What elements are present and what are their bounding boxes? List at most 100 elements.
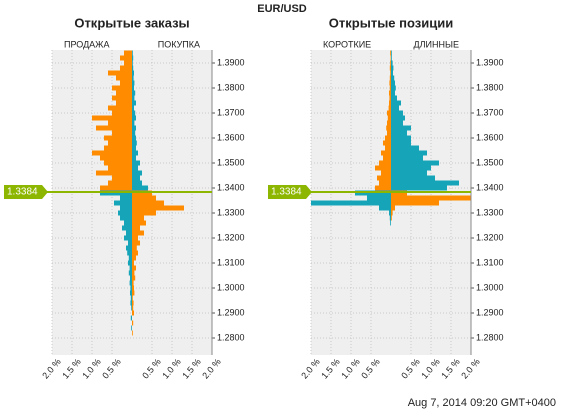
bar <box>391 205 395 211</box>
bar <box>128 255 132 261</box>
x-tick-label: 1.0 % <box>80 357 102 381</box>
y-tick-label: 1.3200 <box>476 232 504 242</box>
bar <box>377 175 391 181</box>
bar <box>391 50 392 56</box>
x-tick-label: 0.5 % <box>399 357 421 381</box>
bar <box>108 105 132 111</box>
y-tick-label: 1.3900 <box>476 57 504 67</box>
y-tick-label: 1.2800 <box>476 332 504 342</box>
bar <box>132 300 134 306</box>
bar <box>132 185 148 191</box>
bar <box>391 100 401 106</box>
bar <box>124 220 132 226</box>
x-tick-label: 2.0 % <box>459 357 481 381</box>
bar <box>132 260 134 266</box>
bar <box>391 105 399 111</box>
x-tick-label: 0.5 % <box>359 357 381 381</box>
y-tick-label: 1.3700 <box>476 107 504 117</box>
bar <box>132 105 134 111</box>
bar <box>124 60 132 66</box>
bar <box>391 60 393 66</box>
bar <box>129 280 132 286</box>
bar <box>124 50 132 56</box>
x-tick-label: 1.0 % <box>339 357 361 381</box>
bar <box>132 225 140 231</box>
bar <box>391 110 403 116</box>
y-tick-label: 1.3700 <box>217 107 245 117</box>
bar <box>126 230 132 236</box>
bar <box>112 110 132 116</box>
bar <box>132 220 146 226</box>
bar <box>391 185 447 191</box>
y-tick-label: 1.3300 <box>476 207 504 217</box>
bar <box>132 75 134 81</box>
bar <box>104 160 132 166</box>
bar <box>132 165 138 171</box>
bar <box>132 195 156 201</box>
y-tick-label: 1.3100 <box>217 257 245 267</box>
bar <box>391 155 423 161</box>
bar <box>388 105 391 111</box>
chart-title: Открытые заказы <box>74 15 189 30</box>
bar <box>104 145 132 151</box>
bar <box>92 150 132 156</box>
y-tick-label: 1.3600 <box>217 132 245 142</box>
bar <box>132 330 133 336</box>
bar <box>132 130 136 136</box>
bar <box>132 90 136 96</box>
bar <box>132 210 156 216</box>
bar <box>130 285 132 291</box>
bar <box>381 150 391 156</box>
legend-label: ДЛИННЫЕ <box>414 39 459 49</box>
bar <box>389 100 391 106</box>
bar <box>391 90 395 96</box>
legend-label: ПОКУПКА <box>158 39 200 49</box>
y-tick-label: 1.3600 <box>476 132 504 142</box>
bar <box>132 50 133 56</box>
bar <box>389 85 391 91</box>
bar <box>132 95 135 101</box>
bar <box>311 200 391 206</box>
x-tick-label: 1.0 % <box>419 357 441 381</box>
bar <box>132 120 135 126</box>
y-tick-label: 1.3400 <box>476 182 504 192</box>
bar <box>132 70 134 76</box>
bar <box>96 170 132 176</box>
bar <box>391 210 393 216</box>
bar <box>131 305 132 311</box>
bar <box>389 80 391 86</box>
bar <box>96 125 132 131</box>
bar <box>391 135 411 141</box>
legend-label: КОРОТКИЕ <box>323 39 371 49</box>
x-tick-label: 1.5 % <box>319 357 341 381</box>
y-tick-label: 1.3900 <box>217 57 245 67</box>
bar <box>132 55 134 61</box>
y-tick-label: 1.3200 <box>217 232 245 242</box>
bar <box>391 140 411 146</box>
bar <box>104 135 132 141</box>
bar <box>124 235 132 241</box>
bar <box>132 320 134 326</box>
bar <box>132 170 142 176</box>
bar <box>108 120 132 126</box>
bar <box>386 125 391 131</box>
bar <box>389 210 391 216</box>
bar <box>120 55 132 61</box>
bar <box>389 65 391 71</box>
bar <box>132 215 144 221</box>
bar <box>132 100 136 106</box>
price-tag <box>4 185 48 199</box>
bar <box>390 50 391 56</box>
bar <box>112 130 132 136</box>
x-tick-label: 1.0 % <box>160 357 182 381</box>
page-title: EUR/USD <box>257 3 307 15</box>
bar <box>390 60 391 66</box>
bar <box>132 110 136 116</box>
bar <box>112 175 132 181</box>
bar <box>120 205 132 211</box>
bar <box>116 90 132 96</box>
bar <box>108 180 132 186</box>
bar <box>367 195 391 201</box>
y-tick-label: 1.3000 <box>476 282 504 292</box>
